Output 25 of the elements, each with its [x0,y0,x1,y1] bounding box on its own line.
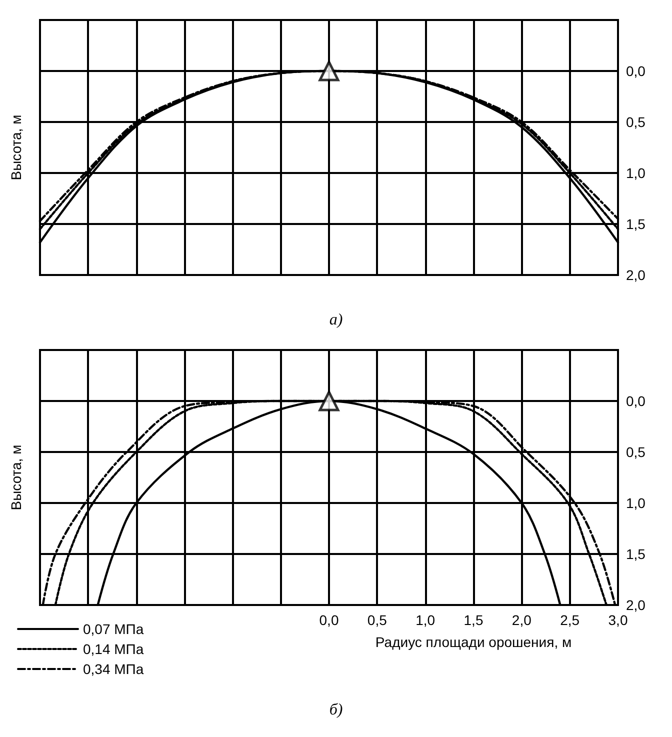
y-axis-title: Высота, м [8,114,24,180]
y-tick-label: 1,0 [626,165,646,181]
y-axis-title: Высота, м [8,444,24,510]
y-tick-label: 0,0 [626,393,646,409]
x-tick-label: 0,5 [367,612,388,628]
y-tick-label: 2,0 [626,267,646,283]
legend-label: 0,14 МПа [83,641,144,657]
legend-label: 0,07 МПа [83,621,144,637]
y-tick-label: 1,5 [626,546,646,562]
y-tick-label: 0,5 [626,114,646,130]
legend-label: 0,34 МПа [83,661,144,677]
x-axis-title: Радиус площади орошения, м [375,634,572,650]
text: б) [329,702,343,718]
x-tick-label: 2,5 [560,612,580,628]
x-tick-label: 0,0 [319,612,339,628]
x-tick-label: 1,0 [416,612,436,628]
y-tick-label: 1,0 [626,495,646,511]
y-tick-label: 0,5 [626,444,646,460]
x-tick-label: 1,5 [464,612,484,628]
y-tick-label: 2,0 [626,597,646,613]
y-tick-label: 0,0 [626,63,646,79]
y-tick-label: 1,5 [626,216,646,232]
text: а) [329,312,343,328]
x-tick-label: 3,0 [608,612,628,628]
x-tick-label: 2,0 [512,612,532,628]
